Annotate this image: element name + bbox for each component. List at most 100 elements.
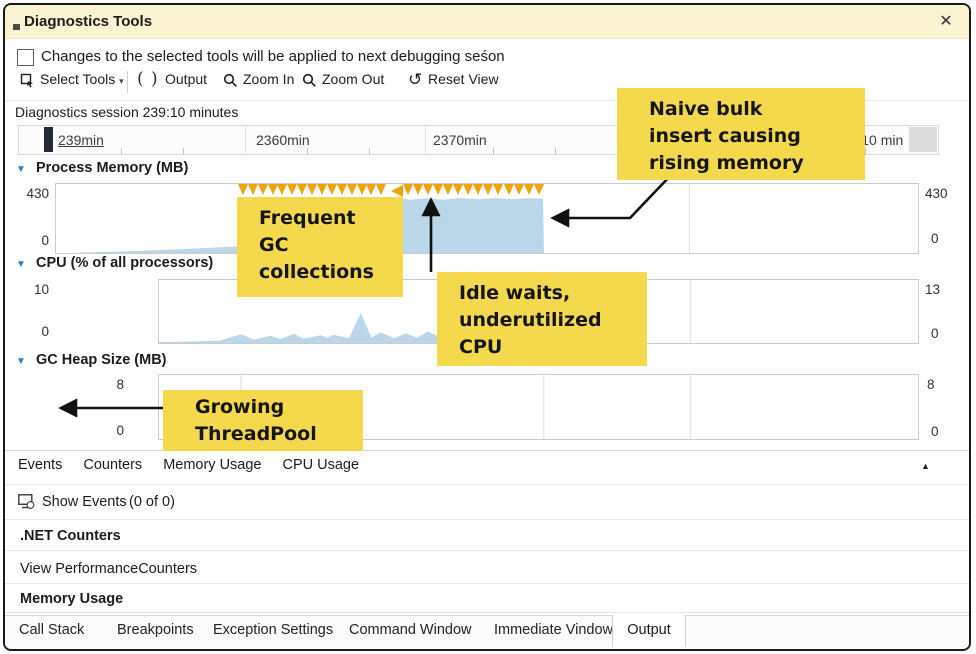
memory-chart-plot[interactable]	[55, 183, 919, 254]
cpu-axis-left-max: 10	[33, 282, 49, 297]
gc-marker-icon	[237, 184, 248, 195]
ruler-tick	[183, 148, 184, 154]
zoom-out-icon	[302, 73, 316, 87]
zoom-in-button[interactable]: Zoom In	[243, 71, 295, 87]
collapse-panel-icon[interactable]: ▲	[921, 461, 930, 471]
gcheap-chart-title: GC Heap Size (MB)	[36, 352, 167, 368]
gc-marker-icon	[326, 184, 337, 195]
reset-view-button[interactable]: Reset View	[428, 71, 499, 87]
gc-marker-icon	[503, 184, 514, 195]
gc-marker-icon	[376, 184, 387, 195]
gc-marker-icon	[513, 184, 524, 195]
ruler-tick	[493, 148, 494, 154]
session-duration-label: Diagnostics session 239:10 minutes	[15, 104, 239, 120]
ruler-tick	[307, 148, 308, 154]
ruler-label-2: 2370min	[433, 132, 487, 148]
select-tools-icon	[20, 73, 33, 88]
gc-marker-icon	[307, 184, 318, 195]
cpu-axis-left-min: 0	[41, 324, 49, 339]
gc-marker-icon	[523, 184, 534, 195]
memory-axis-left-min: 0	[41, 233, 49, 248]
collapse-cpu-icon[interactable]: ▼	[16, 259, 26, 270]
callout-frequent-gc: Frequent GC collections	[237, 197, 403, 297]
callout-growing-threadpool: Growing ThreadPool	[163, 390, 363, 451]
toolbar-divider	[5, 100, 969, 101]
gc-pause-arrow-icon	[390, 185, 403, 197]
tab-exception-settings[interactable]: Exception Settings	[213, 622, 334, 638]
ruler-tick	[121, 148, 122, 154]
tab-memory-usage[interactable]: Memory Usage	[163, 457, 262, 473]
show-events-link[interactable]: Show Events	[42, 494, 127, 510]
gc-marker-icon	[473, 184, 484, 195]
output-button[interactable]: Output	[165, 71, 208, 87]
gc-marker-icon	[356, 184, 367, 195]
gcheap-axis-right-max: 8	[927, 377, 935, 392]
row-divider	[5, 612, 969, 613]
memory-axis-right-min: 0	[931, 231, 939, 246]
ruler-label-0: 239min	[58, 132, 104, 148]
callout-idle-waits: Idle waits, underutilized CPU	[437, 272, 647, 366]
gc-marker-icon	[412, 184, 423, 195]
tab-call-stack[interactable]: Call Stack	[19, 622, 85, 638]
gc-marker-icon	[402, 184, 413, 195]
apply-next-session-label: Changes to the selected tools will be ap…	[41, 48, 505, 65]
gc-marker-icon	[463, 184, 474, 195]
window-frame: Diagnostics Tools ✕ Changes to the selec…	[3, 3, 971, 651]
gc-marker-icon	[366, 184, 377, 195]
tab-counters[interactable]: Counters	[83, 457, 143, 473]
tab-cpu-usage[interactable]: CPU Usage	[282, 457, 360, 473]
select-tools-button[interactable]: Select Tools ▾	[40, 71, 124, 87]
gc-marker-icon	[336, 184, 347, 195]
window-title: Diagnostics Tools	[24, 13, 153, 30]
tab-events[interactable]: Events	[18, 457, 63, 473]
chevron-down-icon: ▾	[119, 76, 124, 86]
row-divider	[5, 519, 969, 520]
gcheap-axis-right-min: 0	[931, 424, 939, 439]
bottom-tab-bar	[5, 615, 969, 648]
view-performance-counters-link[interactable]: View PerformanceCounters	[20, 561, 198, 577]
cpu-axis-right-max: 13	[925, 282, 941, 297]
ruler-tick	[865, 148, 866, 154]
gcheap-axis-left-min: 0	[116, 423, 124, 438]
tab-immediate-window[interactable]: Immediate Vindow	[494, 622, 614, 638]
gc-marker-icon	[297, 184, 308, 195]
tab-command-window[interactable]: Command Window	[349, 622, 472, 638]
ruler-end-block	[909, 127, 937, 152]
gc-marker-icon	[257, 184, 268, 195]
ruler-label-1: 2360min	[256, 132, 310, 148]
memory-chart-title: Process Memory (MB)	[36, 160, 189, 176]
zoom-in-icon	[223, 73, 237, 87]
gc-collection-markers	[56, 184, 918, 198]
ruler-segment-line	[425, 126, 426, 153]
gc-marker-icon	[453, 184, 463, 195]
output-icon: ( )	[137, 69, 159, 89]
gcheap-axis-left-max: 8	[116, 377, 124, 392]
net-counters-row[interactable]: .NET Counters	[20, 528, 121, 544]
gc-marker-icon	[493, 184, 504, 195]
memory-axis-left-max: 430	[26, 186, 49, 201]
toolbar-separator	[127, 71, 128, 93]
collapse-memory-icon[interactable]: ▼	[16, 164, 26, 175]
gc-marker-icon	[267, 184, 278, 195]
window-icon	[13, 24, 20, 30]
memory-usage-row[interactable]: Memory Usage	[20, 591, 124, 607]
timeline-thumb[interactable]	[44, 127, 53, 152]
gc-marker-icon	[432, 184, 443, 195]
cpu-axis-right-min: 0	[931, 326, 939, 341]
tab-output[interactable]: Output	[612, 615, 686, 647]
select-tools-label: Select Tools	[40, 71, 116, 87]
memory-axis-right-max: 430	[925, 186, 948, 201]
gc-marker-icon	[422, 184, 433, 195]
collapse-gcheap-icon[interactable]: ▼	[16, 356, 26, 367]
ruler-segment-line	[245, 126, 246, 153]
tab-breakpoints[interactable]: Breakpoints	[117, 622, 194, 638]
show-events-icon	[18, 494, 35, 509]
gc-marker-icon	[483, 184, 494, 195]
gc-marker-icon	[442, 184, 453, 195]
close-icon[interactable]: ✕	[939, 13, 953, 30]
zoom-out-button[interactable]: Zoom Out	[322, 71, 385, 87]
row-divider	[5, 583, 969, 584]
detail-tabs: Events Counters Memory Usage CPU Usage	[18, 457, 359, 473]
apply-next-session-checkbox[interactable]	[17, 49, 34, 66]
